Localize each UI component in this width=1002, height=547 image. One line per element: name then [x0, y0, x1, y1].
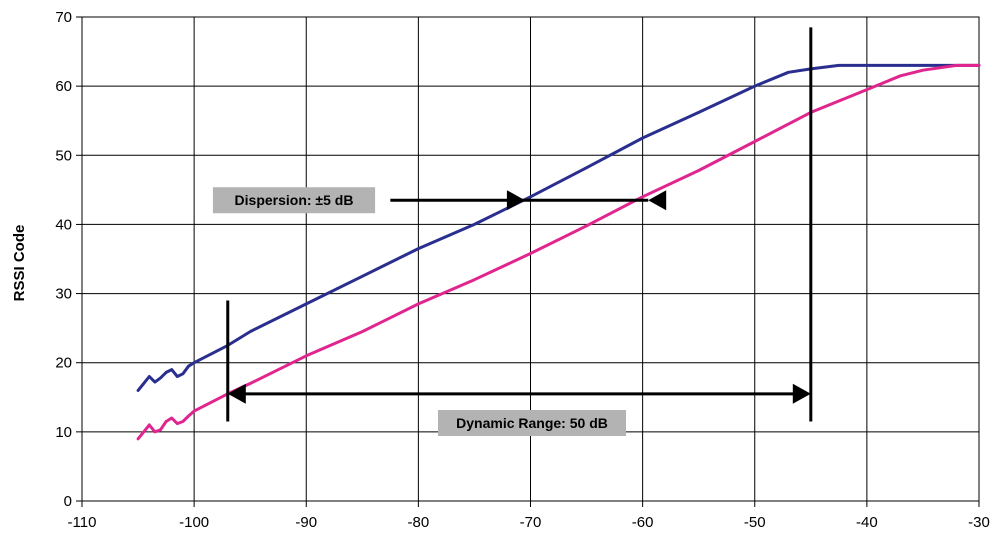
y-tick-label: 40 — [55, 216, 72, 233]
series-line-1 — [136, 63, 981, 392]
x-tick-label: -100 — [179, 514, 209, 531]
y-tick-label: 70 — [55, 9, 72, 26]
dynamic-range-arrow-right — [792, 383, 811, 404]
y-tick-label: 60 — [55, 78, 72, 95]
grid — [82, 17, 979, 501]
dynamic-range-label-text: Dynamic Range: 50 dB — [456, 415, 608, 431]
x-tick-label: -40 — [856, 514, 878, 531]
x-tick-label: -60 — [632, 514, 654, 531]
dispersion-label-bg — [212, 187, 376, 214]
x-tick-label: -70 — [520, 514, 542, 531]
x-tick-label: -80 — [408, 514, 430, 531]
y-tick-label: 20 — [55, 355, 72, 372]
dynamic-range-arrow-left — [227, 383, 246, 404]
x-tick-label: -90 — [295, 514, 317, 531]
x-tick-label: -110 — [68, 514, 97, 531]
y-tick-label: 10 — [55, 424, 72, 441]
y-axis-title: RSSI Code — [11, 225, 28, 302]
dispersion-arrow-right — [506, 190, 525, 211]
dynamic-range-label-bg — [438, 410, 626, 436]
y-tick-label: 50 — [55, 147, 72, 164]
axes: -110 -100 -90 -80 -70 -60 -50 -40 -30 0 10 20 30 40 50… — [55, 9, 990, 531]
dynamic-range-label: Dynamic Range: 50 dB — [438, 410, 626, 436]
dispersion-label: Dispersion: ±5 dB — [212, 187, 376, 214]
x-tick-label: -30 — [968, 514, 990, 531]
series — [136, 63, 981, 441]
annotations: Dispersion: ±5 dB Dynamic Range: 50 dB — [212, 27, 813, 436]
y-tick-label: 0 — [64, 493, 72, 510]
series-line-2 — [136, 63, 981, 441]
y-tick-label: 30 — [55, 286, 72, 303]
dispersion-label-text: Dispersion: ±5 dB — [235, 192, 354, 208]
x-tick-label: -50 — [744, 514, 766, 531]
dispersion-arrow-left — [648, 190, 667, 211]
